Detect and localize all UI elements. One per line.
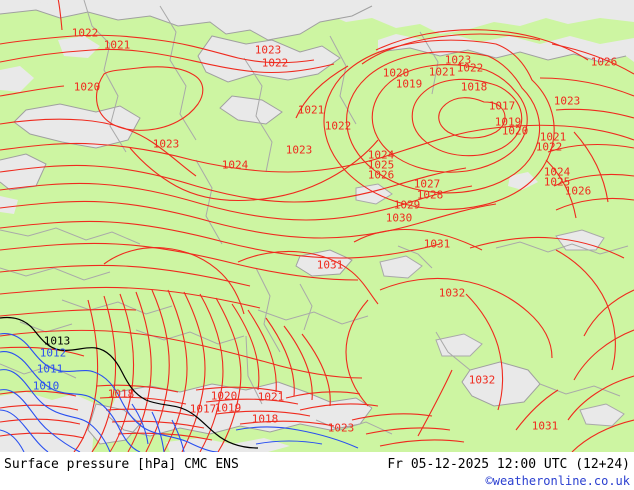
- copyright-label: ©weatheronline.co.uk: [485, 474, 631, 488]
- pressure-contour-map[interactable]: 1022 1021 1020 1023 1022 1023 1022 1020 1021 1019…: [0, 0, 634, 452]
- isobar-layer-1013: [0, 316, 259, 449]
- map-canvas: [0, 0, 634, 452]
- valid-time-label: Fr 05-12-2025 12:00 UTC (12+24): [387, 457, 630, 472]
- land-layer: [0, 0, 634, 452]
- isobar-layer-low: [0, 333, 359, 452]
- map-footer: Surface pressure [hPa] CMC ENS Fr 05-12-…: [0, 452, 634, 490]
- isobar-layer-high: [0, 0, 634, 452]
- map-caption: Surface pressure [hPa] CMC ENS: [4, 457, 239, 472]
